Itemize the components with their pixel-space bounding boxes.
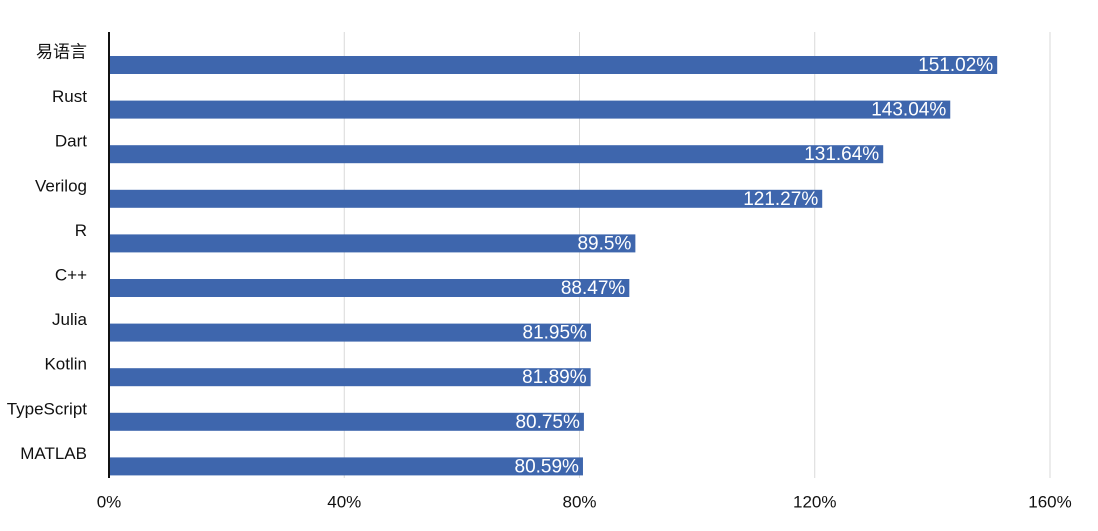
x-tick-label: 80% [562,492,596,511]
bar [109,412,584,431]
bar [109,457,583,476]
bar [109,145,884,164]
data-label: 80.75% [515,412,580,433]
bar [109,100,951,119]
data-label: 151.02% [918,55,993,76]
x-tick-label: 40% [327,492,361,511]
bar [109,56,998,74]
data-label: 81.95% [523,323,588,344]
data-label: 81.89% [522,367,587,388]
bars [109,56,998,476]
bar [109,368,591,387]
data-label: 89.5% [577,233,631,254]
category-label: Rust [52,87,87,106]
x-tick-labels: 0% 40% 80% 120% 160% [97,492,1072,511]
category-label: C++ [55,265,87,284]
category-label: Verilog [35,176,87,195]
value-labels: 151.02% 143.04% 131.64% 121.27% 89.5% 88.47% 8… [515,55,994,477]
bar [109,189,823,208]
x-tick-label: 0% [97,492,122,511]
category-labels: 易语言 Rust Dart Verilog R C++ Julia Kotlin TypeScr… [7,42,88,462]
category-label: MATLAB [20,444,87,463]
bar [109,234,636,253]
data-label: 143.04% [871,100,946,121]
category-label: Kotlin [44,355,87,374]
category-label: Julia [52,310,88,329]
data-label: 80.59% [515,456,580,477]
data-label: 131.64% [804,144,879,165]
x-tick-label: 160% [1028,492,1071,511]
bar [109,323,591,342]
category-label: TypeScript [7,399,88,418]
data-label: 88.47% [561,278,626,299]
category-label: Dart [55,132,87,151]
category-label: R [75,221,87,240]
category-label: 易语言 [36,42,87,61]
x-tick-label: 120% [793,492,836,511]
bar [109,279,630,297]
data-label: 121.27% [743,189,818,210]
